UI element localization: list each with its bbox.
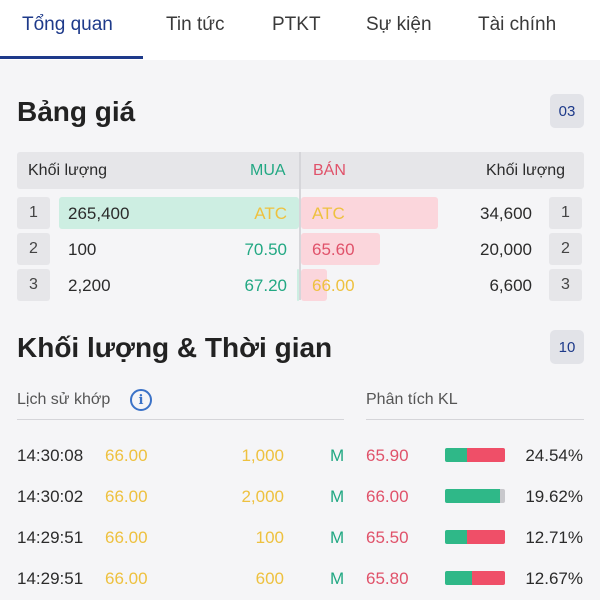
trade-row: 14:29:51 66.00 100 M 65.50 12.71% xyxy=(0,522,600,552)
sell-volume: 20,000 xyxy=(480,240,532,259)
sell-volume-header: Khối lượng xyxy=(486,162,566,179)
trade-side: M xyxy=(330,446,345,465)
buy-price[interactable]: 70.50 xyxy=(244,240,287,259)
trade-side: M xyxy=(330,528,345,547)
trade-volume: 2,000 xyxy=(241,487,284,506)
trade-time: 14:29:51 xyxy=(17,528,84,547)
analysis-ratio-bar xyxy=(445,489,505,503)
analysis-price: 66.00 xyxy=(366,487,409,506)
sell-volume-bar xyxy=(301,269,327,301)
order-book-row[interactable]: 3 2,200 67.20 66.00 6,600 3 xyxy=(0,269,600,303)
sell-level-index: 3 xyxy=(549,269,582,301)
trade-side: M xyxy=(330,487,345,506)
trade-row: 14:29:51 66.00 600 M 65.80 12.67% xyxy=(0,563,600,593)
sell-header: BÁN xyxy=(313,162,346,179)
sell-price[interactable]: 66.00 xyxy=(312,276,355,295)
buy-volume: 100 xyxy=(68,240,97,259)
analysis-ratio-bar xyxy=(445,448,505,462)
tab-overview[interactable]: Tổng quan xyxy=(22,14,113,35)
time-sales-count-badge[interactable]: 10 xyxy=(550,330,584,364)
analysis-percent: 24.54% xyxy=(525,446,583,465)
analysis-percent: 19.62% xyxy=(525,487,583,506)
buy-volume-header: Khối lượng xyxy=(28,162,108,179)
tab-financials[interactable]: Tài chính xyxy=(478,14,557,35)
other-ratio-segment xyxy=(500,489,505,503)
trade-volume: 100 xyxy=(255,528,284,547)
order-book-row[interactable]: 1 265,400 ATC ATC 34,600 1 xyxy=(0,197,600,231)
tab-bar: Tổng quan Tin tức PTKT Sự kiện Tài chính xyxy=(0,0,600,60)
info-icon[interactable]: i xyxy=(130,389,152,411)
buy-volume-bar xyxy=(59,197,299,229)
analysis-price: 65.80 xyxy=(366,569,409,588)
buy-volume-bar xyxy=(297,269,299,301)
sell-ratio-segment xyxy=(467,530,505,544)
trade-volume: 1,000 xyxy=(241,446,284,465)
match-history-label: Lịch sử khớp xyxy=(17,391,111,408)
sell-level-index: 2 xyxy=(549,233,582,265)
sell-volume-bar xyxy=(301,233,380,265)
trade-price: 66.00 xyxy=(105,446,148,465)
buy-level-index: 1 xyxy=(17,197,50,229)
trade-time: 14:30:08 xyxy=(17,446,84,465)
buy-ratio-segment xyxy=(445,489,500,503)
order-book-divider xyxy=(299,152,301,300)
analysis-percent: 12.71% xyxy=(525,528,583,547)
trade-time: 14:30:02 xyxy=(17,487,84,506)
order-book-title: Bảng giá xyxy=(17,96,136,127)
trade-price: 66.00 xyxy=(105,528,148,547)
buy-price[interactable]: ATC xyxy=(254,204,287,223)
trade-side: M xyxy=(330,569,345,588)
analysis-price: 65.50 xyxy=(366,528,409,547)
buy-level-index: 3 xyxy=(17,269,50,301)
trade-volume: 600 xyxy=(255,569,284,588)
buy-header: MUA xyxy=(250,162,286,179)
trade-price: 66.00 xyxy=(105,569,148,588)
order-book-depth-badge[interactable]: 03 xyxy=(550,94,584,128)
buy-level-index: 2 xyxy=(17,233,50,265)
trade-row: 14:30:02 66.00 2,000 M 66.00 19.62% xyxy=(0,481,600,511)
trade-row: 14:30:08 66.00 1,000 M 65.90 24.54% xyxy=(0,440,600,470)
sell-volume: 34,600 xyxy=(480,204,532,223)
analysis-ratio-bar xyxy=(445,530,505,544)
tab-events[interactable]: Sự kiện xyxy=(366,14,432,35)
sell-volume: 6,600 xyxy=(489,276,532,295)
order-book-row[interactable]: 2 100 70.50 65.60 20,000 2 xyxy=(0,233,600,267)
buy-price[interactable]: 67.20 xyxy=(244,276,287,295)
time-sales-title: Khối lượng & Thời gian xyxy=(17,332,333,363)
analysis-percent: 12.67% xyxy=(525,569,583,588)
buy-ratio-segment xyxy=(445,448,467,462)
sell-level-index: 1 xyxy=(549,197,582,229)
sell-ratio-segment xyxy=(472,571,505,585)
analysis-price: 65.90 xyxy=(366,446,409,465)
history-divider xyxy=(17,419,344,420)
sell-volume-bar xyxy=(301,197,438,229)
buy-ratio-segment xyxy=(445,530,467,544)
analysis-divider xyxy=(366,419,584,420)
volume-analysis-label: Phân tích KL xyxy=(366,391,458,408)
tab-news[interactable]: Tin tức xyxy=(166,14,225,35)
buy-volume: 265,400 xyxy=(68,204,130,223)
analysis-ratio-bar xyxy=(445,571,505,585)
buy-ratio-segment xyxy=(445,571,472,585)
tab-technical-analysis[interactable]: PTKT xyxy=(272,14,321,35)
buy-volume: 2,200 xyxy=(68,276,111,295)
sell-price[interactable]: 65.60 xyxy=(312,240,355,259)
active-tab-indicator xyxy=(0,56,143,59)
trade-time: 14:29:51 xyxy=(17,569,84,588)
sell-ratio-segment xyxy=(467,448,505,462)
sell-price[interactable]: ATC xyxy=(312,204,345,223)
trade-price: 66.00 xyxy=(105,487,148,506)
